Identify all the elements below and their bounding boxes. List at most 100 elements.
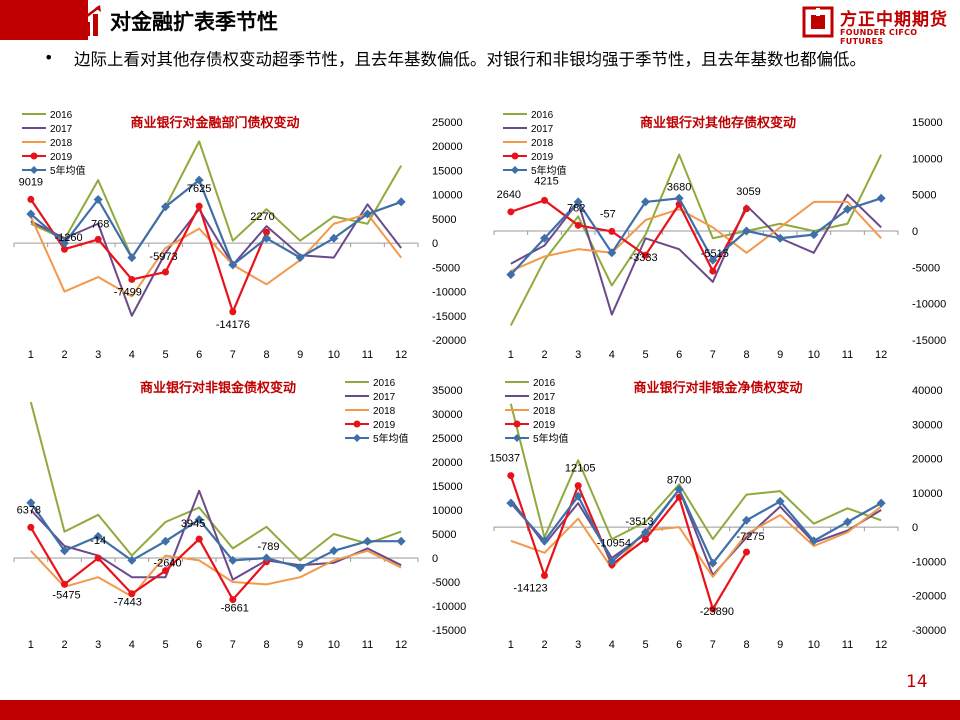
chart-2-series-2018-line [510,200,882,272]
chart-1-series-2019-line [29,198,268,313]
chart-2-x-tick-label: 10 [808,349,820,361]
chart-1-x-tick-label: 2 [61,349,67,361]
chart-4-series-avg-point [742,515,751,525]
chart-4-x-tick-label: 1 [508,639,514,651]
chart-3-data-label: -14 [90,535,106,547]
chart-3-title: 商业银行对非银金债权变动 [140,380,296,395]
chart-1-series-2019-point [229,308,237,316]
chart-1-series-2017-line [30,203,402,317]
chart-3-legend-marker-avg [353,434,361,442]
chart-4-legend-marker-2019 [513,420,521,428]
chart-4-x-tick-label: 12 [875,639,887,651]
chart-3-data-label: -789 [257,541,279,553]
chart-4-series-2016-line [509,403,882,541]
chart-1-x-tick-label: 1 [28,349,34,361]
chart-4-x-tick-label: 11 [842,639,853,651]
chart-1-series-avg-point [26,209,36,219]
chart-4-data-label: -3513 [625,516,653,528]
chart-2-series-avg-point [540,233,549,243]
chart-3-y-tick-label: 35000 [432,385,463,397]
chart-2-x-tick-label: 5 [642,349,648,361]
chart-3-x-tick-label: 9 [297,639,303,651]
chart-1-legend-label-2019: 2019 [50,152,73,163]
chart-1-data-label: 768 [91,218,109,230]
chart-3-x-tick-label: 1 [28,639,34,651]
chart-3-series-2019-line [29,526,268,601]
chart-2-series-avg-point [876,193,886,203]
chart-2-series-avg-line [510,197,882,276]
chart-4-series-2019-point [507,472,515,480]
chart-4-x-tick-label: 4 [609,639,615,651]
chart-4-y-tick-label: 40000 [912,385,943,397]
chart-3-data-label: -8661 [221,603,249,615]
chart-1-series-avg-point [396,197,406,207]
chart-1-legend-label-2016: 2016 [50,110,73,121]
chart-1-data-label: -7499 [114,286,142,298]
chart-4-data-label: 8700 [667,474,691,486]
chart-1-series-2019-point [61,245,68,253]
trend-up-icon [68,5,101,36]
chart-2-legend-marker-2019 [511,152,519,160]
chart-1-x-tick-label: 3 [95,349,101,361]
chart-2-legend-marker-avg [511,166,519,174]
chart-2-series-avg-point [809,230,819,240]
chart-3-series-2019-point [27,523,35,531]
chart-2-data-label: -3333 [629,252,657,264]
chart-2-series-avg-point [708,255,718,265]
summary-bullet: 边际上看对其他存债权变动超季节性，且去年基数偏低。对银行和非银均强于季节性，且去… [74,50,866,69]
chart-1-x-tick-label: 6 [196,349,202,361]
chart-4-series-avg-point [809,536,819,546]
chart-1-data-label: -14176 [216,319,250,331]
chart-1-x-tick-label: 4 [129,349,135,361]
chart-3-x-tick-label: 4 [129,639,135,651]
chart-3-series-avg-point [363,536,372,546]
chart-1-x-tick-label: 11 [362,349,373,361]
chart-2-data-label: 2640 [497,189,521,201]
chart-1-y-tick-label: -15000 [432,311,466,323]
chart-3-y-tick-label: 15000 [432,481,463,493]
chart-1-x-tick-label: 5 [162,349,168,361]
chart-3-x-tick-label: 12 [395,639,407,651]
chart-3-series-avg-point [329,546,339,556]
chart-2-series-avg-point [775,233,785,243]
chart-3-y-tick-label: 25000 [432,433,463,445]
chart-3-series-avg-point [127,555,137,565]
chart-2-series-2019-point [574,221,582,229]
chart-4-x-tick-label: 10 [808,639,820,651]
chart-4-data-label: 12105 [565,463,596,475]
chart-2-legend-label-2018: 2018 [531,138,554,149]
chart-2-series-avg-point [573,197,583,207]
chart-3-x-tick-label: 2 [61,639,67,651]
chart-3-x-tick-label: 7 [230,639,236,651]
chart-3-x-tick-label: 6 [196,639,202,651]
chart-4-series-avg-line [510,488,882,565]
chart-1-legend-label-avg: 5年均值 [50,164,86,177]
chart-1-series-2019-point [94,235,102,243]
chart-2-x-tick-label: 4 [609,349,615,361]
chart-4-series-2019-point [574,482,582,490]
chart-2-legend-label-2016: 2016 [531,110,554,121]
chart-1-series-2019-point [27,195,35,203]
chart-2-data-label: 3680 [667,181,691,193]
chart-1-data-label: -1260 [54,232,82,244]
chart-1-y-tick-label: 5000 [432,214,456,226]
chart-4-series-2019-point [541,572,548,580]
chart-4-x-tick-label: 8 [743,639,749,651]
bullet-marker: • [44,48,54,67]
chart-1-x-tick-label: 7 [230,349,236,361]
chart-2-series-2019-line [510,199,748,273]
chart-2-x-tick-label: 2 [541,349,547,361]
chart-2-series-2019-point [507,208,515,216]
chart-1-series-avg-point [93,195,103,205]
chart-1-y-tick-label: 20000 [432,141,463,153]
chart-3-data-label: -5475 [52,589,80,601]
chart-3-series-avg-point [228,555,238,565]
chart-2-y-tick-label: 0 [912,226,918,238]
chart-1-series-avg-point [194,175,204,185]
chart-2-x-tick-label: 11 [842,349,853,361]
chart-1-series-avg-point [363,209,372,219]
logo-english-name: FOUNDER CIFCO FUTURES [840,28,918,46]
chart-4-series-2019-point [709,605,717,613]
chart-1-x-tick-label: 12 [395,349,407,361]
